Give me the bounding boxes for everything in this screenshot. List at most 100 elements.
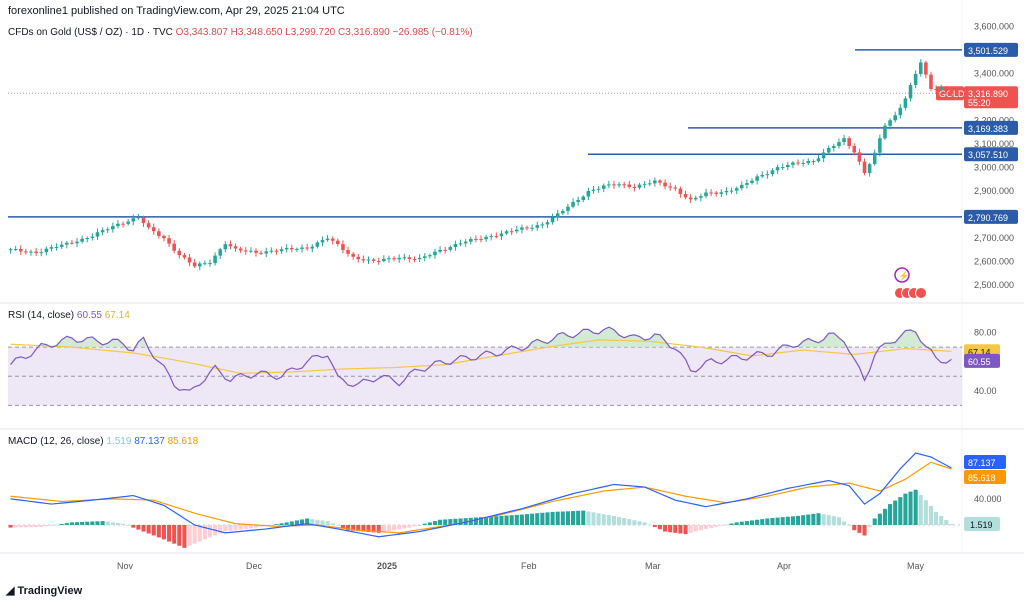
macd-legend-macd: 87.137 (134, 436, 165, 447)
candle-body (44, 248, 49, 253)
macd-hist-bar (243, 525, 248, 529)
macd-hist-bar (657, 525, 663, 530)
candle-body (448, 247, 453, 250)
candle-body (105, 229, 110, 231)
macd-hist-bar (346, 525, 351, 531)
candle-body (775, 167, 780, 171)
candle-body (151, 227, 156, 232)
ohlc-open: O3,343.807 (175, 27, 228, 38)
candle-body (233, 246, 238, 249)
time-axis-label: Nov (117, 561, 134, 571)
candle-body (54, 246, 59, 248)
macd-hist-bar (478, 517, 484, 525)
candle-body (187, 257, 192, 263)
candle-body (290, 247, 294, 250)
candle-body (407, 257, 412, 259)
candle-body (576, 199, 580, 203)
candle-body (550, 217, 555, 223)
candle-body (49, 247, 54, 249)
candle-body (213, 255, 217, 264)
macd-hist-bar (105, 521, 110, 525)
macd-hist-bar (233, 525, 238, 531)
macd-hist-bar (335, 525, 340, 526)
candle-body (765, 174, 770, 176)
macd-hist-bar (351, 525, 356, 531)
last-price-countdown: 55:20 (968, 98, 991, 108)
candle-body (387, 258, 391, 260)
macd-hist-bar (795, 515, 801, 525)
macd-hist-bar (90, 521, 95, 525)
candle-body (734, 188, 739, 191)
macd-hist-bar (458, 518, 463, 525)
candle-body (474, 238, 478, 240)
macd-hist-bar (54, 524, 59, 526)
candle-body (540, 224, 545, 226)
candle-body (75, 241, 79, 244)
macd-hist-bar (617, 516, 622, 525)
macd-hist-bar (586, 511, 591, 525)
signal-badge (964, 470, 1006, 485)
macd-hist-bar (862, 525, 867, 536)
macd-hist-bar (74, 522, 80, 525)
macd-hist-bar (535, 513, 540, 525)
candle-body (821, 152, 826, 159)
tradingview-logo[interactable]: ◢ TradingView (6, 584, 82, 597)
macd-hist-bar (13, 525, 18, 528)
macd-hist-bar (903, 493, 908, 525)
macd-hist-bar (913, 489, 918, 525)
candle-body (8, 249, 13, 251)
time-axis-label: Dec (246, 561, 263, 571)
candle-body (310, 246, 315, 249)
candle-body (908, 85, 913, 99)
macd-hist-bar (611, 515, 616, 525)
macd-hist-bar (49, 525, 54, 526)
macd-hist-bar (44, 525, 49, 527)
macd-hist-bar (443, 519, 448, 525)
macd-legend[interactable]: MACD (12, 26, close) 1.519 87.137 85.618 (8, 436, 198, 447)
macd-hist-bar (100, 521, 105, 525)
time-axis-label: May (907, 561, 925, 571)
macd-hist-bar (121, 523, 126, 525)
tradingview-brand: TradingView (17, 585, 83, 597)
candle-body (586, 190, 591, 197)
candle-body (90, 236, 95, 239)
macd-hist-bar (755, 519, 760, 525)
candle-body (683, 194, 688, 198)
symbol-name[interactable]: CFDs on Gold (US$ / OZ) · 1D · TVC (8, 27, 173, 38)
candle-body (607, 184, 611, 186)
macd-hist-bar (182, 525, 187, 548)
macd-hist-bar (836, 517, 841, 525)
rsi-legend-ma: 67.14 (104, 310, 130, 321)
macd-hist-bar (703, 525, 709, 529)
candle-body (714, 192, 719, 194)
candle-body (796, 162, 800, 164)
macd-hist-bar (28, 525, 34, 528)
candle-body (755, 176, 759, 181)
candle-body (325, 238, 330, 241)
macd-hist-bar (780, 517, 785, 525)
macd-hist-bar (596, 513, 601, 525)
macd-hist-bar (627, 519, 632, 525)
candle-body (428, 255, 432, 257)
macd-hist-bar (504, 515, 509, 525)
rsi-legend[interactable]: RSI (14, close) 60.55 67.14 (8, 310, 130, 321)
macd-hist-bar (724, 524, 729, 526)
macd-hist-bar (519, 514, 524, 525)
macd-hist-bar (85, 521, 90, 525)
macd-hist-bar (749, 520, 755, 525)
candle-body (172, 243, 176, 251)
level-badge (964, 42, 1018, 57)
macd-hist-bar (944, 519, 949, 525)
candle-body (811, 161, 816, 163)
level-badge-label: 3,501.529 (968, 46, 1008, 56)
candle-body (479, 239, 483, 241)
candle-body (95, 232, 100, 237)
candle-body (750, 180, 754, 183)
candle-body (591, 189, 596, 191)
candle-body (653, 180, 657, 184)
candle-body (351, 253, 355, 257)
macd-hist-bar (402, 525, 407, 529)
macd-hist-bar (898, 497, 903, 525)
price-tick-label: 3,000.000 (974, 163, 1014, 173)
